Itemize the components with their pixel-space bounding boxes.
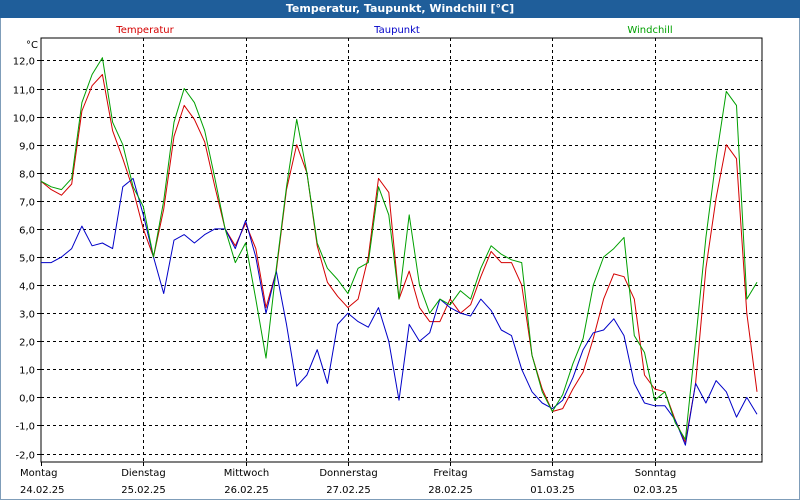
y-tick-label: 8,0	[19, 170, 35, 181]
y-tick-label: 10,0	[13, 114, 35, 125]
x-tick-day: Samstag	[531, 468, 575, 479]
y-tick-label: 0,0	[19, 394, 35, 405]
x-tick-date: 28.02.25	[428, 485, 473, 496]
x-tick-date: 26.02.25	[224, 485, 269, 496]
y-tick-label: 11,0	[13, 86, 35, 97]
y-axis-unit: °C	[26, 40, 38, 51]
y-tick-label: 9,0	[19, 142, 35, 153]
series-line-windchill	[40, 57, 758, 440]
series-line-taupunkt	[41, 177, 758, 446]
y-tick-label: 3,0	[19, 310, 35, 321]
window-title: Temperatur, Taupunkt, Windchill [°C]	[0, 0, 800, 18]
legend-windchill: Windchill	[627, 25, 672, 36]
y-tick-label: -1,0	[15, 422, 35, 433]
x-tick-date: 01.03.25	[530, 485, 575, 496]
y-tick-label: 12,0	[13, 57, 35, 68]
x-tick-day: Freitag	[433, 468, 467, 479]
y-ticks: 12,0 11,0 10,0 9,0 8,0 7,0 6,0 5,0 4,0 3,0 2,0 1,0 0…	[13, 57, 41, 462]
x-tick-day: Mittwoch	[224, 468, 269, 479]
x-tick-date: 24.02.25	[20, 485, 65, 496]
y-tick-label: -2,0	[15, 451, 35, 462]
legend: Temperatur Taupunkt Windchill	[115, 25, 672, 36]
series-lines	[40, 57, 758, 446]
y-tick-label: 2,0	[19, 338, 35, 349]
x-tick-day: Donnerstag	[319, 468, 377, 479]
y-tick-label: 1,0	[19, 366, 35, 377]
y-tick-label: 7,0	[19, 198, 35, 209]
y-tick-label: 6,0	[19, 226, 35, 237]
x-tick-date: 02.03.25	[633, 485, 678, 496]
plot-area	[40, 37, 763, 463]
y-tick-label: 5,0	[19, 254, 35, 265]
x-tick-date: 27.02.25	[326, 485, 371, 496]
x-tick-date: 25.02.25	[121, 485, 166, 496]
legend-temperatur: Temperatur	[115, 25, 174, 36]
legend-taupunkt: Taupunkt	[373, 25, 420, 36]
grid	[41, 38, 762, 462]
x-tick-day: Dienstag	[121, 468, 166, 479]
x-tick-day: Sonntag	[635, 468, 677, 479]
x-ticks: Montag 24.02.25 Dienstag 25.02.25 Mittwoch 26…	[20, 462, 678, 496]
y-tick-label: 4,0	[19, 282, 35, 293]
x-tick-day: Montag	[20, 468, 57, 479]
